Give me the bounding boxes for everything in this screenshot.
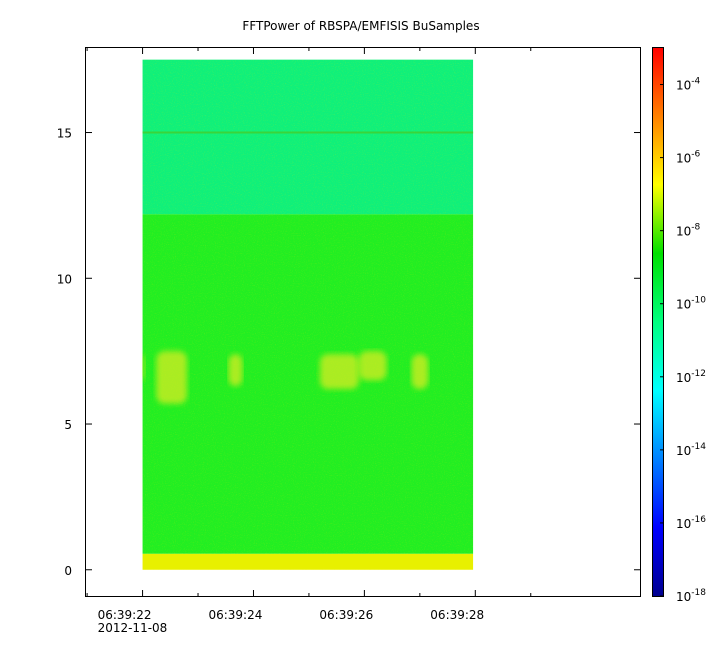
enhancement-patch-5	[358, 351, 387, 381]
x-tick-label-1: 06:39:24	[208, 608, 262, 622]
colorbar-tick-exponent-3: -10	[691, 296, 706, 306]
spectrogram-image	[142, 59, 474, 570]
y-tick-label-0: 0	[64, 564, 72, 578]
colorbar-tick-label-4: 10-12	[676, 369, 706, 385]
enhancement-patch-3	[228, 354, 243, 387]
colorbar-tick-exponent-1: -6	[691, 150, 700, 160]
colorbar-tick-label-2: 10-8	[676, 223, 701, 239]
x-tick-sublabel-0: 2012-11-08	[98, 621, 168, 635]
y-tick-label-2: 10	[57, 272, 72, 286]
colorbar-tick-label-6: 10-16	[676, 515, 706, 531]
x-tick-label-2: 06:39:26	[319, 608, 373, 622]
enhancement-patch-4	[320, 354, 359, 390]
heatmap-texture	[142, 59, 474, 570]
x-tick-label-0: 06:39:22	[98, 608, 152, 622]
colorbar-tick-exponent-5: -14	[691, 442, 706, 452]
colorbar-tick-label-5: 10-14	[676, 442, 706, 458]
colorbar-tick-exponent-7: -18	[691, 588, 706, 598]
y-axis: 0 5 10 15	[57, 127, 640, 578]
enhancement-patch-2	[156, 351, 187, 404]
enhancement-patch-6	[411, 354, 429, 390]
colorbar-tick-label-7: 10-18	[676, 588, 706, 604]
colorbar-tick-exponent-2: -8	[691, 223, 700, 233]
enhancement-patch-1	[142, 354, 146, 381]
colorbar-tick-label-1: 10-6	[676, 150, 701, 166]
y-tick-label-3: 15	[57, 127, 72, 141]
colorbar	[652, 47, 664, 597]
colorbar-tick-exponent-6: -16	[691, 515, 706, 525]
x-tick-label-3: 06:39:28	[430, 608, 484, 622]
chart-title: FFTPower of RBSPA/EMFISIS BuSamples	[242, 19, 479, 33]
colorbar-tick-exponent-0: -4	[691, 77, 700, 87]
colorbar-tick-label-3: 10-10	[676, 296, 706, 312]
colorbar-tick-exponent-4: -12	[691, 369, 706, 379]
colorbar-ticks: 10-4 10-6 10-8 10-10 10-12 10-14 10-16 10-18	[660, 77, 706, 604]
colorbar-tick-label-0: 10-4	[676, 77, 701, 93]
y-tick-label-1: 5	[64, 418, 72, 432]
